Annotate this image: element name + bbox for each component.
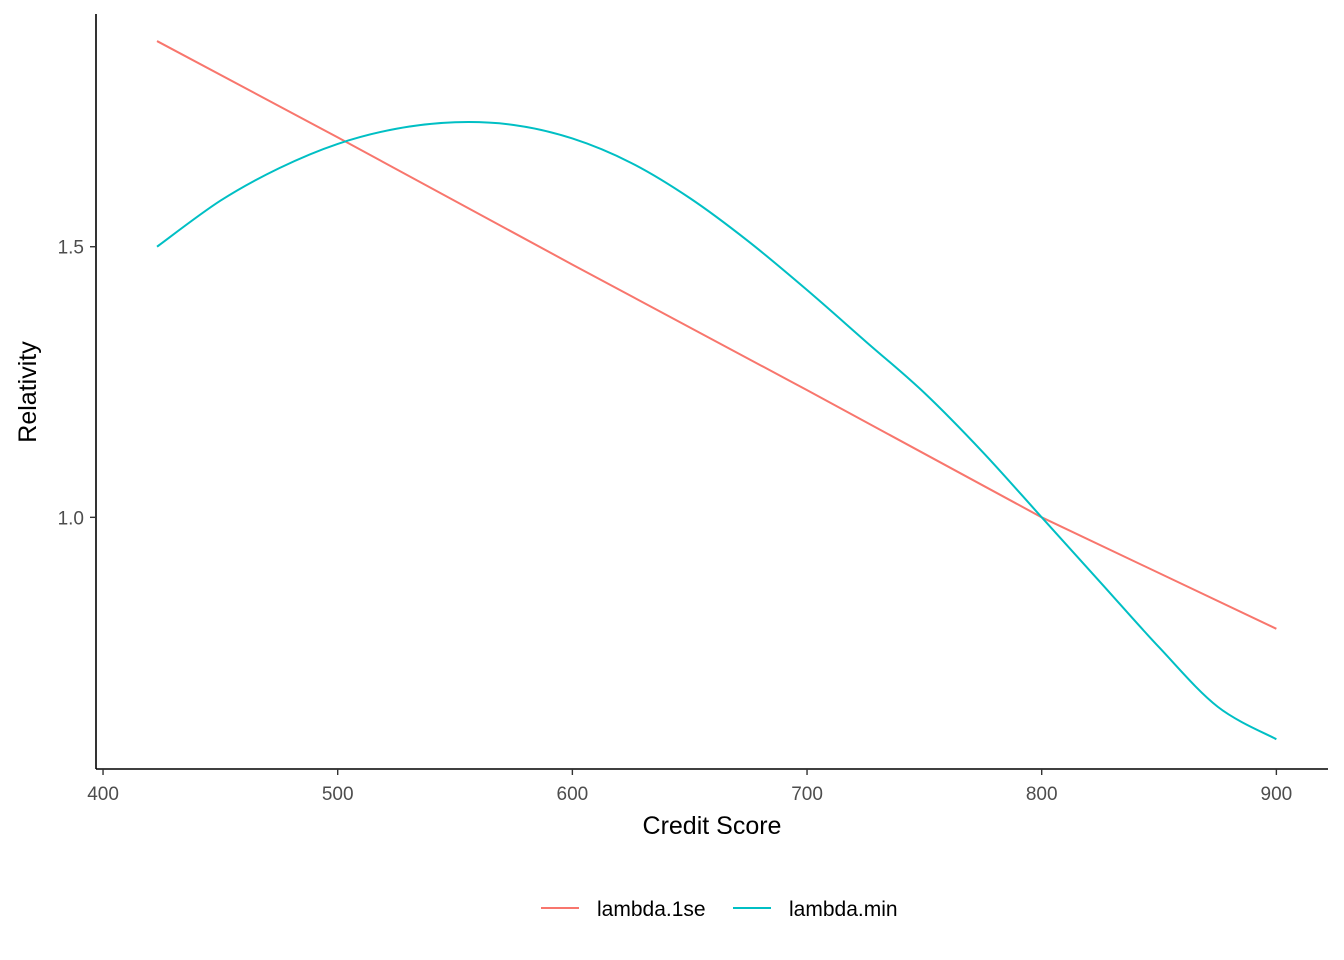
x-tick-label: 600 <box>557 784 589 805</box>
plot-lines <box>156 40 1277 741</box>
y-axis-title: Relativity <box>14 341 42 443</box>
x-axis-ticks: 400 500 600 700 800 900 <box>87 769 1292 805</box>
x-tick-label: 900 <box>1261 784 1293 805</box>
x-tick-label: 700 <box>791 784 823 805</box>
series-line-lambda-1se <box>156 40 1277 630</box>
legend-label: lambda.1se <box>597 898 706 921</box>
x-tick-label: 500 <box>322 784 354 805</box>
y-tick-label: 1.5 <box>58 238 84 259</box>
y-axis-ticks: 1.0 1.5 <box>58 238 96 529</box>
series-line-lambda-min <box>156 121 1277 741</box>
legend-label: lambda.min <box>789 898 898 921</box>
x-axis-title: Credit Score <box>643 812 782 840</box>
x-tick-label: 800 <box>1026 784 1058 805</box>
y-tick-label: 1.0 <box>58 508 84 529</box>
legend: lambda.1se lambda.min <box>541 898 898 921</box>
x-tick-label: 400 <box>87 784 119 805</box>
